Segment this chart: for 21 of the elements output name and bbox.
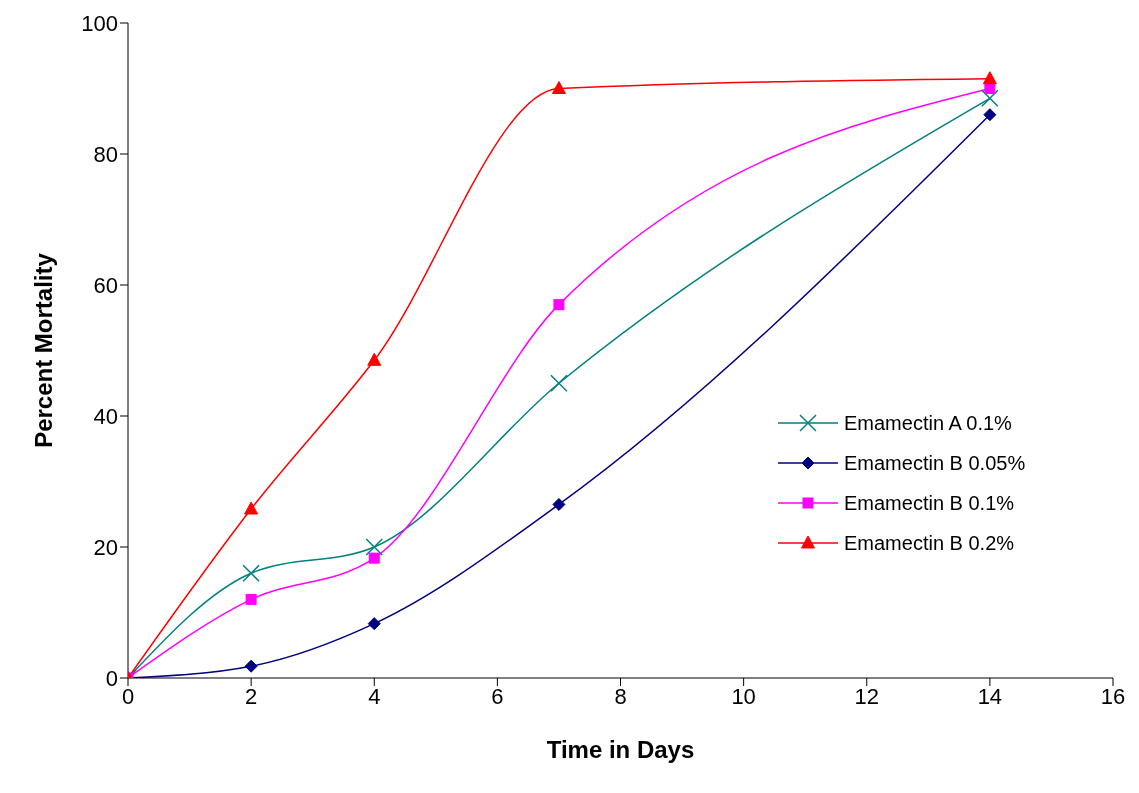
x-tick-label: 8 <box>614 683 627 709</box>
legend-label: Emamectin B 0.1% <box>844 491 1015 515</box>
x-tick-label: 0 <box>121 683 135 709</box>
x-tick-label: 4 <box>368 683 381 709</box>
x-axis-title: Time in Days <box>546 736 695 763</box>
y-tick-label: 80 <box>93 141 118 167</box>
x-tick-label: 12 <box>854 683 879 709</box>
legend-label: Emamectin A 0.1% <box>844 411 1012 435</box>
y-tick-label: 0 <box>105 665 118 691</box>
legend-label: Emamectin B 0.2% <box>844 531 1015 555</box>
x-tick-label: 6 <box>491 683 504 709</box>
x-tick-label: 2 <box>245 683 258 709</box>
y-tick-label: 40 <box>93 403 118 429</box>
x-tick-label: 16 <box>1100 683 1126 709</box>
y-axis-title: Percent Mortality <box>29 252 57 448</box>
y-tick-label: 100 <box>81 10 118 36</box>
legend-label: Emamectin B 0.05% <box>844 451 1026 475</box>
y-tick-label: 60 <box>93 272 118 298</box>
x-tick-label: 14 <box>977 683 1003 709</box>
x-tick-label: 10 <box>731 683 756 709</box>
y-tick-label: 20 <box>93 534 118 560</box>
